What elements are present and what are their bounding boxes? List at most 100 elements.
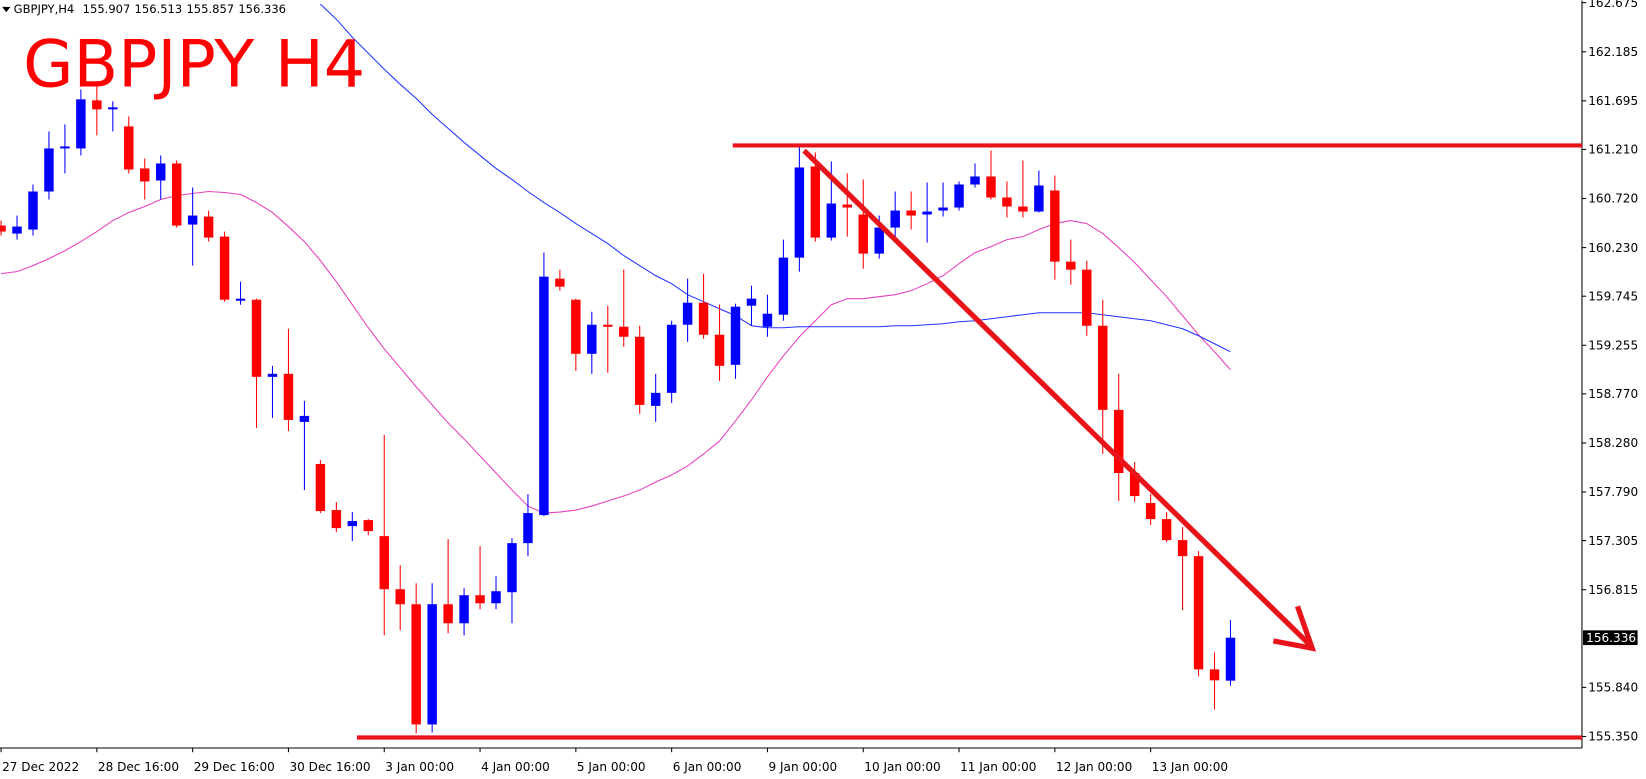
candle-body bbox=[555, 278, 565, 287]
x-tick-label: 6 Jan 00:00 bbox=[673, 760, 742, 774]
y-tick-label: 160.720 bbox=[1588, 192, 1638, 206]
candle-body bbox=[603, 324, 613, 327]
candle-body bbox=[539, 276, 549, 516]
candle-body bbox=[44, 148, 54, 192]
candle-body bbox=[1002, 197, 1012, 207]
chart-title: GBPJPY H4 bbox=[23, 28, 365, 103]
x-tick-label: 29 Dec 16:00 bbox=[194, 760, 275, 774]
candle-body bbox=[267, 373, 278, 377]
candle-body bbox=[1034, 185, 1044, 212]
candle-body bbox=[826, 203, 837, 238]
candle-body bbox=[954, 184, 964, 208]
candle-body bbox=[842, 204, 853, 208]
candle-body bbox=[443, 604, 453, 624]
candle-body bbox=[1209, 669, 1220, 681]
candle-body bbox=[155, 163, 166, 181]
x-tick-label: 4 Jan 00:00 bbox=[481, 760, 550, 774]
candle-body bbox=[1177, 540, 1188, 557]
candle-body bbox=[1066, 261, 1076, 270]
y-tick-label: 157.305 bbox=[1588, 534, 1638, 548]
y-tick-label: 158.280 bbox=[1588, 436, 1638, 450]
moving-average bbox=[320, 3, 1231, 353]
candle-body bbox=[666, 324, 677, 393]
candle-body bbox=[1225, 637, 1236, 681]
arrow-head bbox=[1272, 605, 1317, 652]
symbol: GBPJPY,H4 bbox=[14, 2, 75, 16]
candle-body bbox=[459, 595, 469, 624]
y-tick-label: 159.255 bbox=[1588, 338, 1638, 352]
x-tick-label: 10 Jan 00:00 bbox=[864, 760, 940, 774]
x-tick-label: 30 Dec 16:00 bbox=[289, 760, 370, 774]
y-tick-label: 158.770 bbox=[1588, 387, 1638, 401]
y-tick-label: 160.230 bbox=[1588, 241, 1638, 255]
candle-body bbox=[938, 207, 948, 211]
header-high: 156.513 bbox=[135, 2, 183, 16]
y-tick-label: 159.745 bbox=[1588, 289, 1638, 303]
candle-body bbox=[251, 299, 262, 377]
candle-body bbox=[1145, 503, 1156, 520]
candle-body bbox=[890, 210, 900, 228]
candle-body bbox=[682, 302, 693, 325]
x-tick-label: 5 Jan 00:00 bbox=[577, 760, 646, 774]
y-tick-label: 162.185 bbox=[1588, 45, 1638, 59]
candle-body bbox=[1113, 409, 1124, 474]
candle-body bbox=[331, 510, 342, 529]
candle-body bbox=[28, 191, 38, 230]
collapse-icon bbox=[2, 6, 11, 13]
moving-average bbox=[0, 190, 1231, 514]
candle-body bbox=[379, 536, 389, 590]
candle-body bbox=[347, 521, 358, 527]
candle-body bbox=[778, 257, 789, 315]
current-price-box bbox=[1583, 630, 1638, 646]
candle-body bbox=[475, 595, 485, 604]
plot-area bbox=[0, 3, 1236, 734]
candle-body bbox=[874, 227, 884, 254]
candle-body bbox=[108, 107, 118, 110]
candle-body bbox=[523, 513, 533, 544]
x-tick-label: 28 Dec 16:00 bbox=[98, 760, 179, 774]
candle-body bbox=[906, 210, 916, 216]
x-tick-label: 3 Jan 00:00 bbox=[385, 760, 454, 774]
x-tick-label: 11 Jan 00:00 bbox=[960, 760, 1036, 774]
candle-body bbox=[714, 334, 725, 366]
y-tick-label: 161.210 bbox=[1588, 143, 1638, 157]
trend-arrow bbox=[802, 148, 1317, 652]
candle-body bbox=[283, 373, 294, 420]
chart-header: GBPJPY,H4 155.907 156.513 155.857 156.336 bbox=[14, 2, 286, 16]
candle-body bbox=[12, 226, 22, 234]
candle-body bbox=[140, 168, 150, 182]
candle-body bbox=[810, 166, 821, 238]
candle-body bbox=[986, 176, 996, 198]
candle-body bbox=[571, 299, 581, 354]
candle-body bbox=[124, 126, 134, 170]
candle-body bbox=[1082, 269, 1092, 326]
header-open: 155.907 bbox=[83, 2, 131, 16]
current-price-label: 156.336 bbox=[1586, 631, 1636, 645]
candle-body bbox=[650, 392, 661, 406]
candle-body bbox=[1129, 473, 1140, 497]
candle-body bbox=[299, 415, 310, 422]
candle-body bbox=[922, 211, 932, 215]
candle-body bbox=[1018, 206, 1028, 212]
candle-body bbox=[762, 313, 773, 327]
y-tick-label: 157.790 bbox=[1588, 485, 1638, 499]
candle-body bbox=[746, 298, 757, 306]
candle-body bbox=[507, 543, 517, 593]
y-tick-label: 161.695 bbox=[1588, 94, 1638, 108]
candle-body bbox=[634, 336, 645, 405]
candle-body bbox=[730, 306, 741, 365]
x-tick-label: 12 Jan 00:00 bbox=[1056, 760, 1132, 774]
candle-body bbox=[219, 236, 230, 300]
candle-body bbox=[698, 302, 709, 335]
candle-body bbox=[427, 604, 437, 725]
candle-body bbox=[970, 176, 980, 185]
trend-line bbox=[802, 148, 1311, 646]
y-tick-label: 156.815 bbox=[1588, 583, 1638, 597]
candle-body bbox=[1161, 519, 1172, 541]
candle-body bbox=[1193, 556, 1204, 670]
candle-body bbox=[587, 324, 597, 354]
y-tick-label: 162.675 bbox=[1588, 0, 1638, 10]
candle-body bbox=[395, 589, 405, 605]
